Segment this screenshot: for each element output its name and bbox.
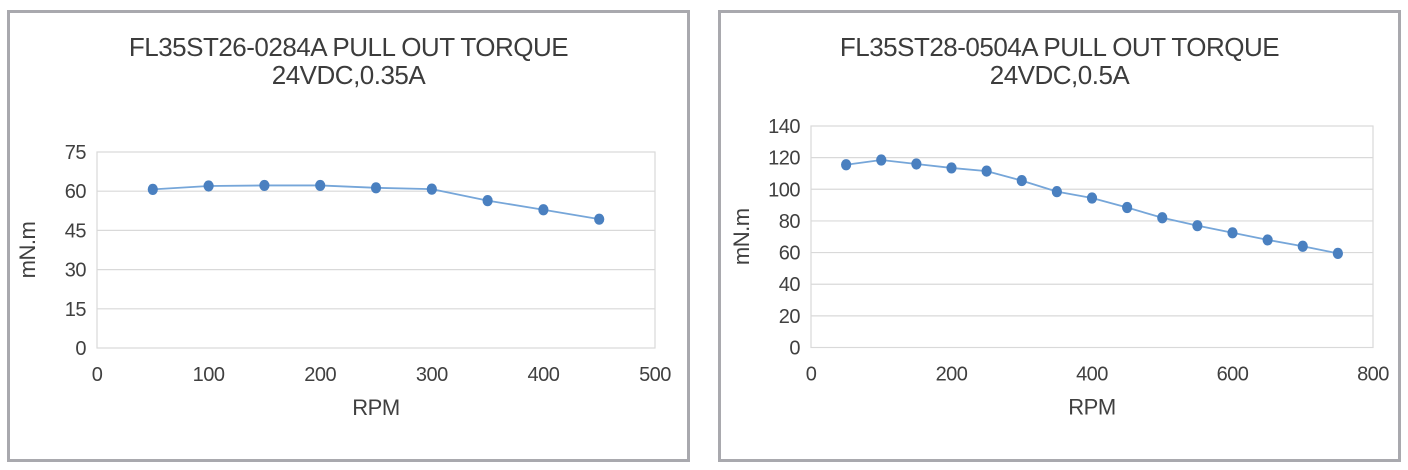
data-point-marker bbox=[426, 183, 437, 195]
data-point-marker bbox=[1262, 234, 1273, 246]
y-tick-label: 140 bbox=[768, 116, 800, 138]
y-tick-label: 120 bbox=[768, 148, 800, 170]
x-tick-label: 500 bbox=[639, 364, 671, 386]
data-point-marker bbox=[315, 179, 326, 192]
torque-plot-fl35st26: 0 15 30 45 60 75 0 100 200 300 400 500 mN.m RPM bbox=[15, 142, 672, 420]
x-tick-label: 0 bbox=[806, 364, 817, 386]
y-tick-label: 15 bbox=[65, 299, 87, 321]
data-point-marker bbox=[1122, 201, 1133, 214]
data-point-marker bbox=[370, 182, 382, 194]
chart-title-line1: FL35ST26-0284A PULL OUT TORQUE bbox=[128, 32, 569, 62]
chart-panel-fl35st28: FL35ST28-0504A PULL OUT TORQUE 24VDC,0.5… bbox=[718, 10, 1401, 462]
data-point-marker bbox=[147, 183, 158, 195]
data-point-marker bbox=[538, 204, 549, 216]
y-tick-label: 80 bbox=[779, 211, 801, 233]
data-point-marker bbox=[1016, 174, 1027, 187]
y-tick-label: 60 bbox=[65, 181, 87, 203]
chart-title-line2: 24VDC,0.35A bbox=[271, 60, 426, 90]
x-tick-label: 800 bbox=[1357, 364, 1389, 386]
y-tick-label: 60 bbox=[779, 243, 801, 265]
data-point-marker bbox=[594, 213, 605, 225]
x-tick-label: 300 bbox=[416, 364, 448, 386]
data-point-marker bbox=[482, 195, 493, 207]
y-tick-label: 100 bbox=[768, 179, 800, 201]
chart-title-line1: FL35ST28-0504A PULL OUT TORQUE bbox=[839, 32, 1280, 62]
chart-panel-fl35st26: FL35ST26-0284A PULL OUT TORQUE 24VDC,0.3… bbox=[7, 10, 690, 462]
data-point-marker bbox=[1157, 212, 1168, 224]
y-axis-title: mN.m bbox=[15, 222, 40, 279]
y-axis-title: mN.m bbox=[729, 208, 754, 265]
chart-title-line2: 24VDC,0.5A bbox=[989, 60, 1130, 90]
data-point-marker bbox=[946, 162, 957, 174]
torque-plot-fl35st28: 0 20 40 60 80 100 120 140 0 200 400 600 800 mN.m RPM bbox=[729, 116, 1390, 420]
x-tick-label: 0 bbox=[92, 364, 103, 386]
y-tick-label: 0 bbox=[75, 338, 86, 360]
x-tick-label: 400 bbox=[1076, 364, 1108, 386]
data-point-marker bbox=[1086, 192, 1098, 204]
data-point-marker bbox=[203, 180, 214, 192]
data-point-marker bbox=[1051, 186, 1062, 198]
x-tick-label: 600 bbox=[1217, 364, 1249, 386]
plot-border bbox=[96, 151, 656, 349]
plot-border bbox=[810, 125, 1374, 349]
data-point-marker bbox=[259, 179, 270, 192]
y-tick-label: 40 bbox=[779, 274, 801, 296]
data-point-marker bbox=[911, 158, 922, 170]
x-tick-label: 200 bbox=[936, 364, 968, 386]
y-tick-label: 75 bbox=[65, 142, 87, 164]
chart-title: FL35ST28-0504A PULL OUT TORQUE 24VDC,0.5… bbox=[721, 33, 1398, 89]
data-point-marker bbox=[1297, 240, 1308, 252]
y-tick-label: 45 bbox=[65, 220, 87, 242]
y-tick-label: 20 bbox=[779, 306, 801, 328]
data-point-marker bbox=[1227, 227, 1238, 239]
data-point-marker bbox=[981, 165, 992, 177]
x-axis-title: RPM bbox=[352, 395, 399, 420]
x-tick-label: 400 bbox=[527, 364, 559, 386]
data-point-marker bbox=[876, 154, 887, 166]
data-point-marker bbox=[1192, 220, 1203, 232]
data-point-marker bbox=[841, 159, 852, 171]
x-axis-title: RPM bbox=[1068, 395, 1115, 420]
x-tick-label: 200 bbox=[304, 364, 336, 386]
chart-title: FL35ST26-0284A PULL OUT TORQUE 24VDC,0.3… bbox=[10, 33, 687, 89]
y-tick-label: 0 bbox=[789, 338, 800, 360]
x-tick-label: 100 bbox=[193, 364, 225, 386]
data-point-marker bbox=[1332, 247, 1343, 259]
y-tick-label: 30 bbox=[65, 260, 87, 282]
